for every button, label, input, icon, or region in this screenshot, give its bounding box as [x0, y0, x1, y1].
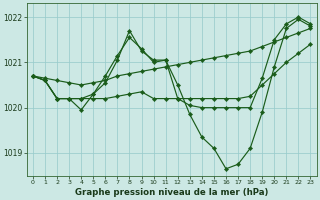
X-axis label: Graphe pression niveau de la mer (hPa): Graphe pression niveau de la mer (hPa): [75, 188, 268, 197]
